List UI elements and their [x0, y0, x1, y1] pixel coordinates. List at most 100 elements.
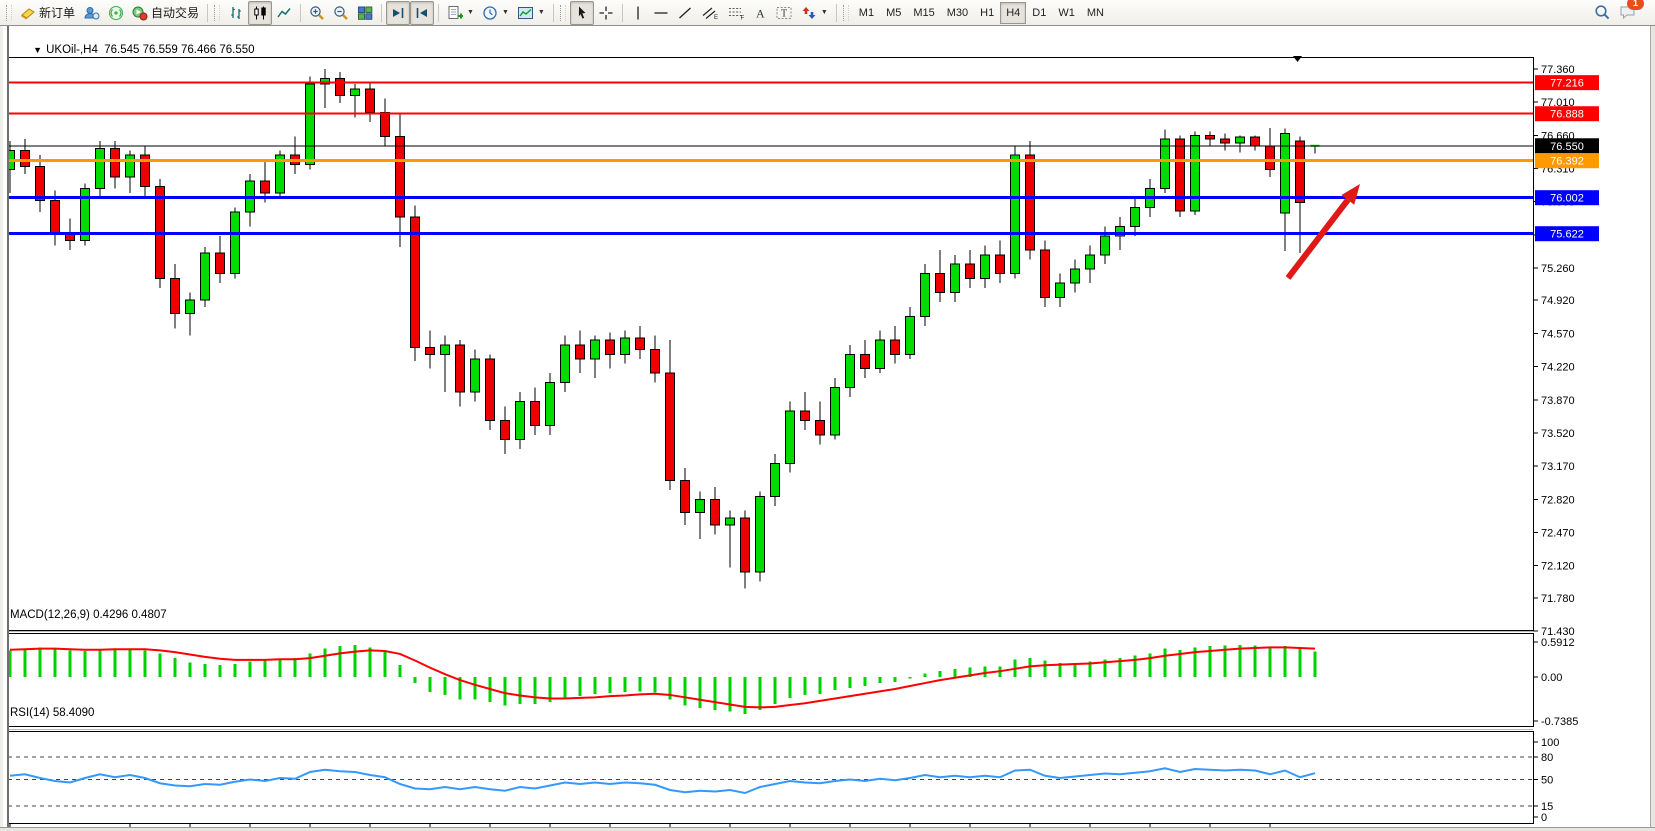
svg-text:72.120: 72.120 — [1541, 561, 1575, 573]
search-button[interactable] — [1590, 1, 1615, 25]
line-chart-icon — [277, 7, 291, 17]
signal-icon — [109, 5, 124, 20]
svg-text:77.216: 77.216 — [1550, 78, 1584, 90]
tile-windows-icon — [358, 6, 373, 20]
tf-mn[interactable]: MN — [1086, 6, 1104, 19]
dropdown-caret: ▼ — [501, 9, 509, 16]
svg-text:75.260: 75.260 — [1541, 263, 1575, 275]
arrows-button[interactable]: ▼ — [797, 1, 832, 25]
tf-h4[interactable]: H4 — [1000, 1, 1027, 24]
chart-canvas[interactable]: 77.36077.01076.66076.31075.96075.61075.2… — [0, 26, 1655, 831]
svg-text:76.888: 76.888 — [1550, 109, 1584, 121]
svg-text:77.010: 77.010 — [1541, 97, 1575, 109]
svg-text:15: 15 — [1541, 801, 1553, 813]
autotrade-button[interactable]: 自动交易 — [128, 1, 203, 25]
toolbar-separator — [207, 3, 209, 22]
new-order-label: 新订单 — [39, 6, 76, 20]
zoom-in-button[interactable] — [305, 1, 329, 25]
dropdown-caret: ▼ — [467, 9, 474, 16]
toolbar-grip[interactable] — [214, 4, 221, 21]
period-button[interactable]: ▼ — [478, 1, 513, 25]
window-right-edge — [1650, 26, 1655, 831]
window-bottom-edge — [0, 827, 1655, 831]
accounts-button[interactable] — [79, 1, 104, 25]
svg-text:73.170: 73.170 — [1541, 461, 1575, 473]
cursor-button[interactable] — [569, 0, 594, 25]
svg-text:0.5912: 0.5912 — [1541, 637, 1575, 649]
bar-chart-icon — [231, 6, 241, 19]
rsi-line — [9, 767, 1316, 795]
svg-text:-0.7385: -0.7385 — [1541, 716, 1578, 728]
horizontal-line-icon — [654, 11, 668, 14]
svg-text:76.002: 76.002 — [1550, 193, 1584, 205]
text-label-icon: T — [776, 6, 792, 19]
chart-shift-button[interactable] — [410, 0, 435, 25]
notifications-button[interactable]: 1 — [1615, 0, 1644, 25]
tile-windows-button[interactable] — [353, 1, 377, 25]
tf-w1[interactable]: W1 — [1058, 6, 1075, 19]
svg-text:74.920: 74.920 — [1541, 295, 1575, 307]
profile-icon — [84, 6, 100, 19]
auto-scroll-icon — [393, 7, 404, 18]
svg-text:0: 0 — [1541, 812, 1547, 824]
search-icon — [1595, 5, 1610, 20]
new-chart-button[interactable]: ▼ — [443, 1, 478, 25]
chart-shift-marker[interactable] — [1293, 56, 1302, 62]
svg-text:76.550: 76.550 — [1550, 141, 1584, 153]
chart-area: 77.36077.01076.66076.31075.96075.61075.2… — [0, 26, 1655, 831]
bar-chart-button[interactable] — [224, 1, 248, 25]
rsi-panel: 100 80 50 150 — [8, 737, 1559, 824]
tf-h1[interactable]: H1 — [980, 6, 995, 19]
template-button[interactable]: ▼ — [513, 1, 549, 25]
candlestick-chart-icon — [254, 6, 266, 19]
line-chart-button[interactable] — [272, 1, 296, 25]
toolbar-grip[interactable] — [559, 4, 566, 21]
vertical-line-button[interactable] — [627, 1, 649, 25]
svg-text:F: F — [740, 15, 744, 21]
chart-shift-icon — [416, 7, 428, 18]
signal-button[interactable] — [104, 1, 128, 25]
svg-text:50: 50 — [1541, 775, 1553, 787]
svg-text:73.520: 73.520 — [1541, 428, 1575, 440]
clock-icon — [483, 5, 497, 20]
toolbar-separator — [381, 3, 383, 22]
channel-button[interactable]: E — [697, 1, 723, 25]
new-chart-icon — [448, 5, 464, 19]
zoom-out-button[interactable] — [329, 1, 353, 25]
tf-m5[interactable]: M5 — [886, 6, 902, 19]
svg-text:71.430: 71.430 — [1541, 626, 1575, 638]
toolbar-grip[interactable] — [842, 4, 849, 21]
svg-text:80: 80 — [1541, 752, 1553, 764]
window-left-edge — [0, 26, 9, 831]
new-order-icon — [21, 7, 35, 19]
svg-text:0.00: 0.00 — [1541, 672, 1562, 684]
crosshair-button[interactable] — [594, 1, 618, 25]
trendline-button[interactable] — [673, 1, 697, 25]
candlestick-chart-button[interactable] — [248, 0, 273, 25]
horizontal-line-objects[interactable] — [8, 81, 1533, 236]
svg-text:72.820: 72.820 — [1541, 494, 1575, 506]
svg-text:72.470: 72.470 — [1541, 527, 1575, 539]
equidistant-channel-icon: E — [702, 7, 718, 21]
auto-scroll-button[interactable] — [386, 0, 411, 25]
horizontal-line-button[interactable] — [649, 1, 673, 25]
fibonacci-button[interactable]: F — [723, 1, 749, 25]
text-label-button[interactable]: T — [771, 1, 797, 25]
macd-panel: 0.5912 0.00 -0.7385 — [8, 637, 1578, 728]
toolbar-separator — [300, 3, 302, 22]
svg-text:74.570: 74.570 — [1541, 328, 1575, 340]
toolbar-grip[interactable] — [6, 4, 12, 21]
text-icon: A — [756, 6, 765, 20]
candles — [5, 69, 1320, 589]
new-order-button[interactable]: 新订单 — [16, 1, 79, 25]
svg-text:100: 100 — [1541, 737, 1559, 749]
annotation-arrow[interactable] — [1285, 184, 1360, 280]
svg-text:A: A — [756, 6, 765, 20]
crosshair-icon — [599, 6, 613, 19]
tf-d1[interactable]: D1 — [1032, 6, 1047, 19]
text-button[interactable]: A — [749, 1, 771, 25]
tf-m1[interactable]: M1 — [858, 6, 875, 19]
tf-m30[interactable]: M30 — [946, 6, 969, 19]
zoom-out-icon — [334, 5, 348, 20]
tf-m15[interactable]: M15 — [913, 6, 935, 19]
